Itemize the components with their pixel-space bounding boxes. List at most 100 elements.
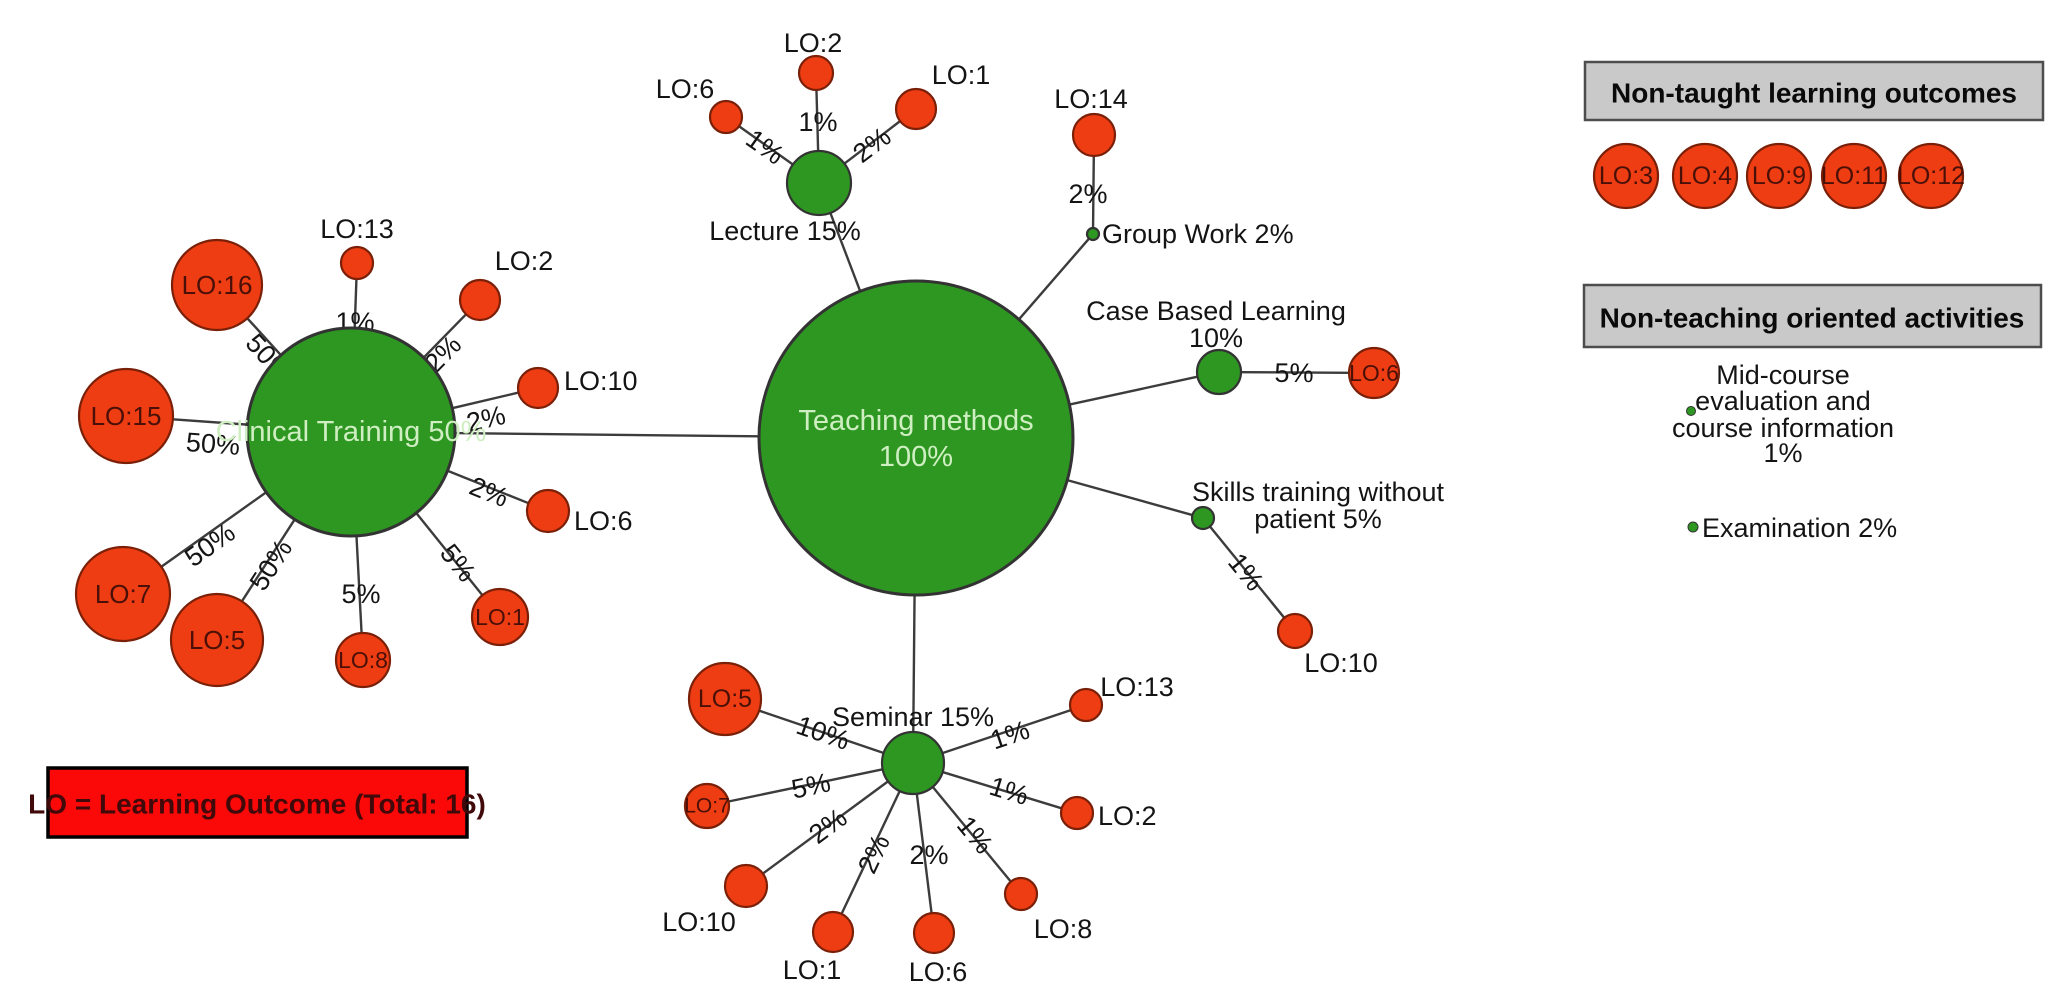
edge-GW-lo14: [1091, 155, 1095, 229]
legend-activity-label: Examination 2%: [1702, 513, 1897, 543]
edge-CT-ct2: [422, 313, 467, 359]
legend-circle-label: LO:3: [1599, 162, 1653, 190]
edge-CT-ct13: [353, 278, 358, 329]
node-lec6: [708, 99, 744, 135]
node-label-CT: Clinical Training 50%: [216, 416, 487, 448]
node-label-sk10: LO:10: [1304, 648, 1378, 678]
node-ct6: [525, 488, 571, 534]
node-TM: [757, 279, 1075, 597]
legend-circle-label: LO:4: [1678, 162, 1732, 190]
node-SEM: [880, 730, 946, 796]
node-label-ct15: LO:15: [91, 401, 162, 431]
legend-circle-LO-4: [1671, 142, 1739, 210]
edge-SEM-sm5: [758, 709, 885, 755]
legend-activity-dot: [1687, 521, 1699, 533]
node-label-sm8: LO:8: [1034, 914, 1093, 944]
node-label-sm5: LO:5: [698, 685, 752, 713]
edge-TM-GW: [1017, 237, 1090, 321]
edge-SEM-sm6: [915, 793, 933, 914]
node-cb6: [1347, 346, 1401, 400]
edge-CT-ct15: [172, 418, 248, 426]
legend-title-non-taught: Non-taught learning outcomes: [1611, 78, 2017, 109]
lo-note-box: [46, 766, 469, 839]
node-label-CBL: 10%: [1189, 323, 1243, 353]
edge-LEC-lec6: [738, 125, 794, 166]
node-sm6: [912, 911, 956, 955]
edge-TM-LEC: [829, 212, 862, 292]
edge-CT-ct8: [355, 535, 363, 634]
lo-note-text: LO = Learning Outcome (Total: 16): [28, 789, 486, 820]
edge-label-SEM-sm1: 2%: [852, 830, 896, 878]
node-label-ct8: LO:8: [338, 647, 388, 673]
node-label-CBL: Case Based Learning: [1086, 296, 1346, 326]
edge-label-SK-sk10: 1%: [1222, 547, 1270, 596]
edge-TM-SK: [1066, 479, 1193, 517]
node-sk10: [1276, 612, 1314, 650]
edge-LEC-lec2: [815, 89, 820, 152]
node-ct13: [339, 245, 375, 281]
edge-SEM-sm2: [942, 770, 1063, 810]
legend-circle-LO-3: [1592, 142, 1660, 210]
node-label-TM: 100%: [879, 441, 953, 473]
legend-circle-LO-11: [1820, 142, 1888, 210]
node-ct10: [516, 366, 560, 410]
legend-activity-label: 1%: [1763, 438, 1802, 468]
node-LEC: [785, 149, 853, 217]
edge-SEM-sm10: [762, 780, 889, 875]
node-label-ct5: LO:5: [189, 625, 245, 655]
node-label-sm1: LO:1: [783, 955, 842, 985]
node-sm1: [811, 910, 855, 954]
node-sm8: [1003, 876, 1039, 912]
node-ct7: [74, 545, 172, 643]
legend-activity-label: course information: [1672, 413, 1894, 443]
edge-label-SEM-sm10: 2%: [803, 802, 852, 849]
node-label-TM: Teaching methods: [798, 405, 1033, 437]
legend-circle-label: LO:11: [1821, 162, 1887, 190]
edge-label-CT-ct8: 5%: [341, 579, 380, 609]
edge-TM-CT: [454, 431, 760, 438]
node-ct8: [334, 631, 392, 689]
node-lec1: [894, 87, 938, 131]
node-sm10: [723, 863, 769, 909]
node-label-sm7: LO:7: [684, 795, 730, 818]
node-label-ct1: LO:1: [475, 604, 525, 630]
edge-CT-ct7: [160, 491, 267, 568]
edge-SEM-sm7: [728, 768, 883, 803]
node-label-lec6: LO:6: [656, 74, 715, 104]
legend-title-non-teaching: Non-teaching oriented activities: [1600, 303, 2025, 334]
edge-label-CT-ct15: 50%: [185, 427, 241, 461]
node-GW: [1085, 226, 1101, 242]
edge-TM-SEM: [912, 594, 916, 733]
node-sm5: [687, 661, 763, 737]
node-ct2: [458, 278, 502, 322]
node-CBL: [1195, 348, 1243, 396]
node-label-ct2: LO:2: [495, 246, 554, 276]
node-label-SK: Skills training without: [1192, 477, 1445, 507]
edge-label-SEM-sm2: 1%: [986, 771, 1032, 811]
node-sm13: [1068, 687, 1104, 723]
node-ct5: [169, 592, 265, 688]
node-label-lo14: LO:14: [1054, 84, 1128, 114]
node-ct1: [470, 587, 530, 647]
edge-SEM-sm8: [931, 786, 1012, 883]
edge-SEM-sm1: [840, 790, 901, 915]
edge-CT-ct10: [451, 391, 519, 410]
edge-label-CT-ct7: 50%: [179, 517, 240, 573]
legend-activity-dot: [1686, 406, 1696, 416]
edge-CT-ct6: [447, 469, 529, 505]
node-label-cb6: LO:6: [1349, 360, 1399, 386]
node-label-GW: Group Work 2%: [1102, 219, 1294, 249]
node-sm2: [1059, 795, 1095, 831]
legend-box-non-teaching: [1582, 283, 2043, 349]
node-ct16: [170, 238, 264, 332]
legend-circle-label: LO:9: [1752, 162, 1806, 190]
node-ct15: [77, 367, 175, 465]
node-label-ct6: LO:6: [574, 506, 633, 536]
node-lo14: [1071, 112, 1117, 158]
edge-label-CBL-cb6: 5%: [1274, 358, 1313, 388]
node-label-lec1: LO:1: [932, 60, 991, 90]
legend-box-non-taught: [1583, 60, 2045, 122]
node-sm7: [683, 782, 731, 830]
edge-label-SEM-sm6: 2%: [909, 840, 948, 870]
